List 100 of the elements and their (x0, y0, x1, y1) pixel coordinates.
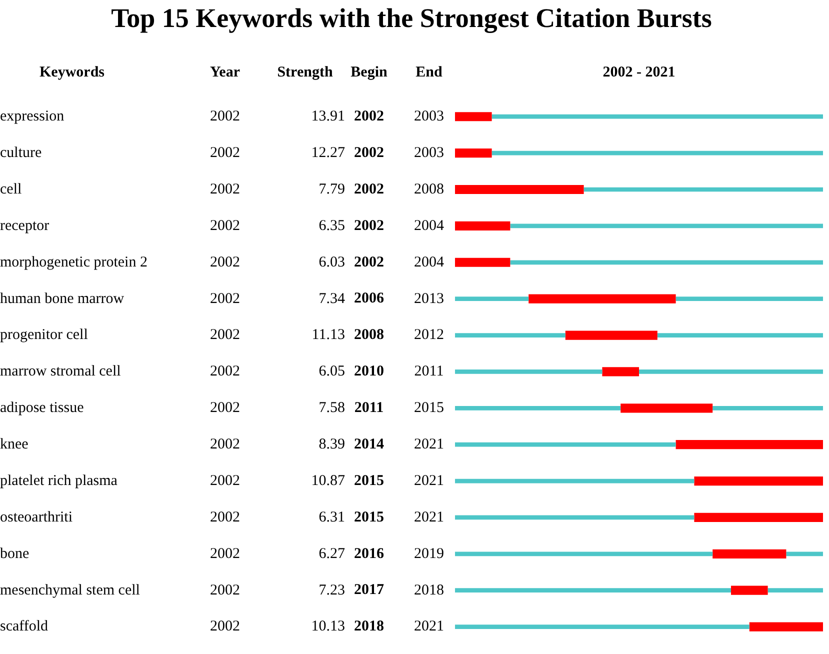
bar (602, 367, 639, 376)
text: 2014 (354, 436, 384, 452)
bar (455, 552, 713, 556)
y-tick-label: culture (0, 144, 42, 161)
text: 2002 (210, 436, 240, 453)
bar (455, 258, 510, 267)
bar (455, 333, 566, 338)
bar (620, 404, 713, 413)
text: 2002 (210, 582, 240, 598)
y-tick-label: adipose tissue (0, 400, 84, 416)
bar (639, 370, 823, 374)
text: 2002 (210, 144, 240, 161)
bar (694, 512, 823, 522)
y-tick-label: scaffold (0, 618, 49, 635)
text: Begin (350, 64, 388, 80)
text: 2013 (414, 290, 444, 307)
y-tick-label: human bone marrow (0, 290, 124, 307)
text: 2002 (210, 509, 240, 526)
text: 2015 (354, 509, 384, 526)
bar (455, 588, 731, 593)
text: 2002 (210, 546, 240, 562)
bar (492, 150, 823, 156)
bar (749, 622, 823, 632)
bar (510, 224, 823, 228)
text: 7.58 (318, 400, 345, 416)
bar (455, 406, 621, 410)
text: 2012 (414, 327, 444, 344)
text: 7.23 (318, 582, 345, 598)
text: 2002 (354, 144, 384, 161)
text: 2015 (354, 472, 384, 489)
text: 11.13 (312, 327, 345, 344)
text: 2017 (354, 582, 384, 598)
text: Keywords (40, 64, 105, 80)
y-tick-label: expression (0, 108, 65, 125)
text: Year (210, 64, 240, 80)
text: 2002 - 2021 (602, 64, 676, 80)
bar (565, 330, 658, 340)
text: 2015 (414, 400, 444, 416)
text: 2002 (354, 181, 384, 198)
bar (455, 221, 510, 230)
text: 10.13 (311, 618, 345, 635)
bar (510, 260, 823, 265)
y-tick-label: platelet rich plasma (0, 472, 118, 489)
bar (528, 294, 676, 304)
text: 2002 (354, 218, 384, 234)
text: 2003 (414, 144, 444, 161)
text: 2002 (210, 618, 240, 635)
bar (712, 549, 786, 558)
bar (676, 440, 823, 450)
y-tick-label: knee (0, 436, 29, 453)
text: 2002 (210, 181, 240, 198)
bar (676, 296, 823, 302)
bar (657, 333, 823, 338)
text: 6.35 (318, 218, 345, 234)
y-tick-label: cell (0, 181, 22, 198)
bar (731, 586, 768, 595)
text: 2006 (354, 290, 384, 307)
bar (584, 187, 823, 192)
bar (455, 184, 584, 194)
bar (786, 552, 823, 556)
text: 7.79 (318, 181, 345, 198)
text: 2016 (354, 546, 384, 562)
text: 2002 (354, 254, 384, 270)
y-tick-label: bone (0, 546, 30, 562)
bar (455, 112, 492, 122)
text: 2010 (354, 364, 384, 380)
text: 10.87 (311, 472, 346, 489)
y-tick-label: progenitor cell (0, 327, 88, 344)
text: 6.27 (318, 546, 346, 562)
text: 2021 (414, 436, 444, 453)
bar (768, 588, 823, 593)
bar (455, 624, 750, 629)
text: 6.05 (318, 364, 345, 380)
text: 2002 (210, 254, 240, 270)
text: 7.34 (318, 290, 346, 307)
y-tick-label: osteoarthriti (0, 509, 72, 526)
text: 2002 (210, 290, 240, 307)
text: 2018 (414, 582, 444, 598)
text: 2021 (414, 618, 444, 635)
text: 2003 (414, 108, 444, 125)
text: 2002 (210, 472, 240, 489)
text: 6.31 (318, 509, 345, 526)
y-tick-label: mesenchymal stem cell (0, 582, 140, 598)
text: 2019 (414, 546, 444, 562)
text: End (416, 64, 443, 80)
text: 12.27 (311, 144, 346, 161)
bar (455, 148, 492, 158)
bar (455, 296, 529, 302)
bar (455, 478, 694, 484)
text: 2002 (210, 364, 240, 380)
bar (712, 406, 823, 410)
bar (694, 476, 823, 486)
text: 2002 (210, 400, 240, 416)
text: 2008 (354, 327, 384, 344)
text: 2021 (414, 472, 444, 489)
text: 2002 (210, 108, 240, 125)
text: 8.39 (318, 436, 345, 453)
text: 2011 (414, 364, 444, 380)
text: 6.03 (318, 254, 345, 270)
chart-title: Top 15 Keywords with the Strongest Citation Bursts (111, 3, 712, 34)
